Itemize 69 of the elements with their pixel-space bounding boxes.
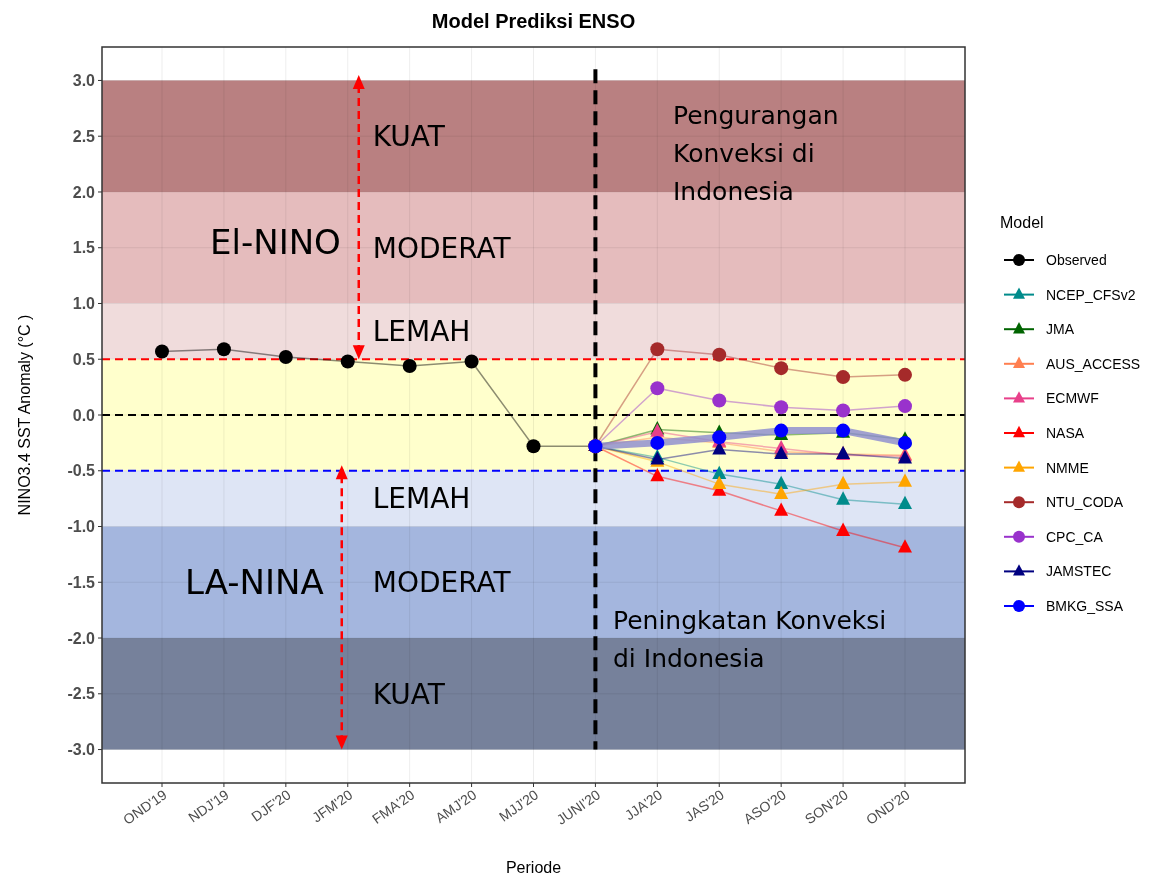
legend-label: NTU_CODA xyxy=(1046,494,1124,511)
point xyxy=(898,435,912,450)
point xyxy=(774,361,789,376)
legend-label: Observed xyxy=(1046,251,1107,268)
y-tick-label: -1.0 xyxy=(67,518,96,536)
point xyxy=(836,491,851,505)
point xyxy=(650,467,665,482)
band-label: LEMAH xyxy=(372,315,471,349)
point xyxy=(836,370,851,385)
point xyxy=(898,399,912,414)
point xyxy=(155,344,169,359)
legend-label: NMME xyxy=(1046,459,1089,476)
point xyxy=(526,439,541,454)
point xyxy=(712,465,727,479)
y-tick-label: -1.5 xyxy=(67,573,96,591)
point xyxy=(774,475,789,490)
point xyxy=(278,350,293,365)
y-axis-title: NINO3.4 SST Anomaly (°C ) xyxy=(16,314,33,516)
point xyxy=(836,475,851,490)
annotation: El-NINO xyxy=(210,222,341,263)
legend-label: JMA xyxy=(1046,321,1075,338)
annotation: Peningkatan Konveksi di Indonesia xyxy=(613,606,887,673)
point xyxy=(836,403,851,418)
y-tick-label: 2.5 xyxy=(72,127,96,145)
annotation: LA-NINA xyxy=(185,562,324,603)
point xyxy=(650,435,665,450)
legend-label: BMKG_SSA xyxy=(1046,597,1124,614)
point xyxy=(216,342,231,357)
point xyxy=(898,473,912,487)
chart-title: Model Prediksi ENSO xyxy=(431,10,636,32)
x-axis-title: Periode xyxy=(505,859,562,876)
legend-label: JAMSTEC xyxy=(1046,563,1112,580)
point xyxy=(898,367,912,382)
point xyxy=(650,381,665,396)
band-label: KUAT xyxy=(372,120,446,154)
band-label: MODERAT xyxy=(372,231,512,265)
point xyxy=(774,400,789,415)
point xyxy=(712,347,727,362)
point xyxy=(898,495,912,510)
point xyxy=(650,342,665,357)
point xyxy=(774,485,789,500)
point xyxy=(712,475,727,490)
y-tick-label: 3.0 xyxy=(72,72,96,90)
y-tick-label: 0.5 xyxy=(72,350,96,368)
point xyxy=(712,393,727,408)
point xyxy=(898,539,912,553)
y-tick-label: 0.0 xyxy=(72,406,96,424)
y-tick-label: 1.0 xyxy=(72,295,96,313)
legend-label: NCEP_CFSv2 xyxy=(1046,286,1136,303)
annotation: Pengurangan Konveksi di Indonesia xyxy=(673,101,839,206)
legend-label: NASA xyxy=(1046,424,1085,441)
y-tick-label: -0.5 xyxy=(67,462,96,480)
y-tick-label: -2.5 xyxy=(67,685,96,703)
point xyxy=(464,354,479,369)
legend-label: CPC_CA xyxy=(1046,528,1104,545)
legend-title: Model xyxy=(1000,213,1044,231)
band-label: LEMAH xyxy=(372,482,471,516)
point xyxy=(340,354,355,369)
band-label: KUAT xyxy=(372,677,446,711)
y-tick-label: -3.0 xyxy=(67,741,96,759)
y-tick-label: 2.0 xyxy=(72,183,96,201)
point xyxy=(774,502,789,516)
point xyxy=(836,522,851,536)
point xyxy=(402,358,417,373)
band-label: MODERAT xyxy=(372,566,512,600)
y-tick-label: -2.0 xyxy=(67,629,96,647)
legend-label: ECMWF xyxy=(1046,390,1099,407)
legend-label: AUS_ACCESS xyxy=(1046,355,1141,372)
y-tick-label: 1.5 xyxy=(72,239,96,257)
